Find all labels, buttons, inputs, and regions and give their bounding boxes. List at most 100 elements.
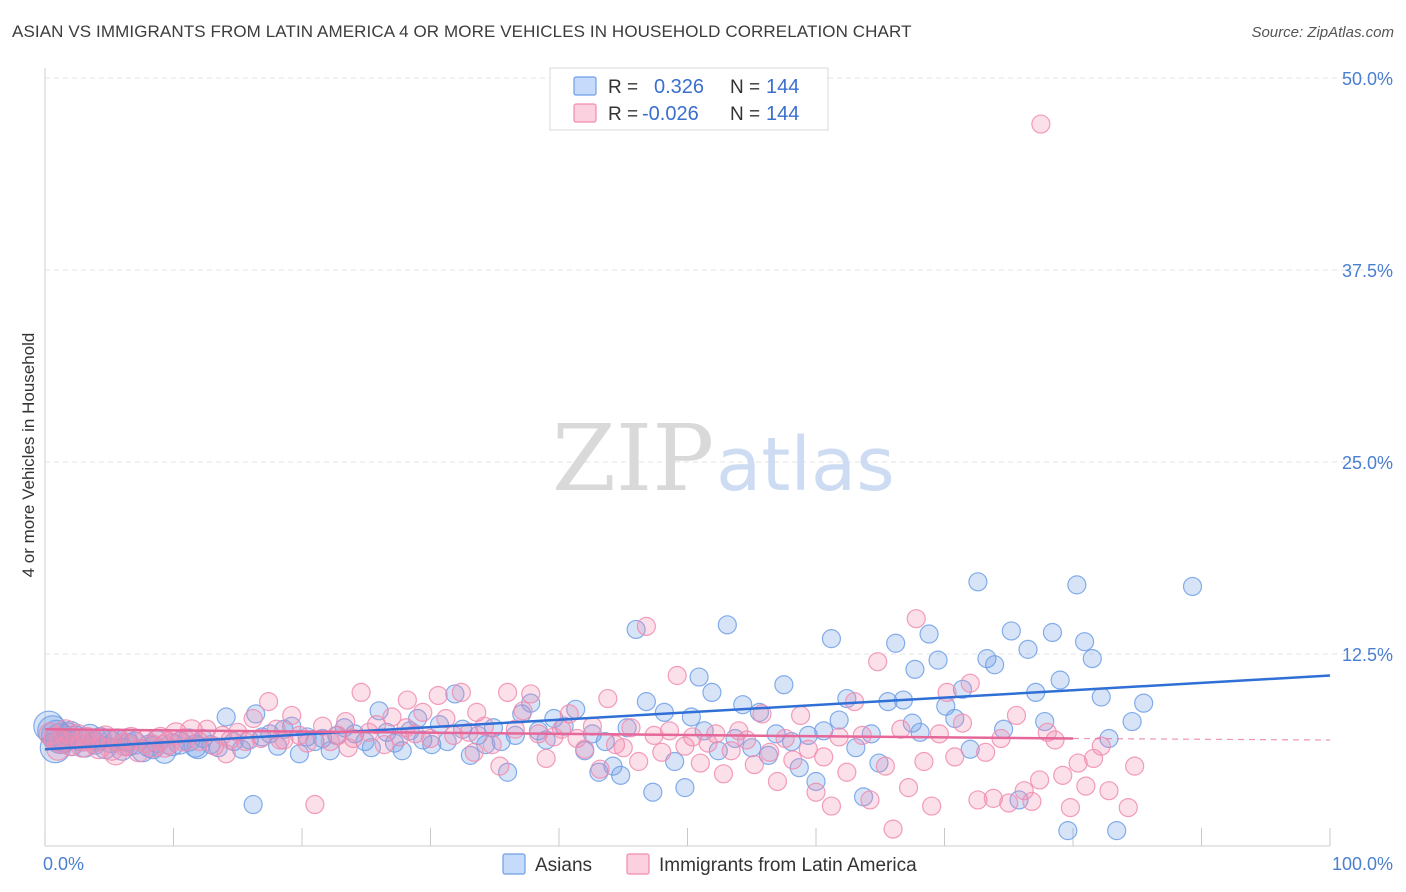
point-latin-138 [1076, 776, 1096, 796]
point-latin-90 [706, 724, 726, 744]
point-asians-105 [806, 771, 826, 792]
point-asians-119 [910, 722, 930, 742]
watermark: ZIP atlas [552, 405, 895, 512]
grid-lines [45, 77, 1392, 655]
point-asians-103 [789, 758, 809, 778]
point-asians-85 [643, 782, 663, 802]
point-latin-78 [613, 738, 633, 758]
point-latin-122 [952, 713, 973, 733]
point-latin-124 [968, 790, 988, 810]
y-tick-labels: 12.5% 25.0% 37.5% 50.0% [1342, 69, 1393, 665]
point-latin-101 [790, 705, 811, 726]
x-tick-label-min: 0.0% [43, 854, 84, 874]
stats-box: R = 0.326 N = 144 R = -0.026 N = 144 [549, 67, 829, 131]
point-latin-111 [868, 652, 888, 672]
point-latin-110 [860, 790, 880, 810]
x-tick-label-max: 100.0% [1332, 854, 1393, 874]
point-latin-84 [659, 721, 680, 741]
point-latin-33 [266, 719, 286, 739]
point-latin-48 [382, 707, 402, 727]
point-latin-75 [590, 759, 610, 779]
trend-line-asians [44, 674, 1331, 751]
point-asians-96 [733, 695, 753, 715]
point-latin-54 [428, 685, 448, 706]
point-asians-57 [422, 735, 442, 755]
point-latin-56 [444, 725, 464, 746]
x-tick-marks [44, 828, 1331, 846]
point-asians-30 [216, 707, 236, 727]
point-latin-99 [775, 728, 795, 749]
point-latin-83 [652, 742, 672, 762]
stats-n-value-latin: 144 [766, 103, 799, 125]
point-latin-153 [464, 742, 484, 762]
point-latin-97 [760, 742, 780, 762]
stats-swatch-latin [573, 103, 597, 123]
point-latin-121 [945, 747, 965, 767]
point-asians-110 [846, 738, 866, 758]
point-latin-137 [1068, 753, 1088, 773]
point-latin-126 [983, 788, 1003, 808]
point-asians-88 [675, 778, 695, 798]
point-latin-123 [960, 673, 980, 693]
y-axis-label: 4 or more Vehicles in Household [19, 333, 38, 578]
point-latin-47 [374, 735, 394, 755]
point-latin-37 [297, 733, 317, 753]
point-latin-129 [1006, 705, 1027, 726]
point-latin-50 [397, 690, 417, 710]
point-latin-92 [721, 741, 741, 761]
point-asians-81 [611, 765, 631, 785]
point-latin-114 [891, 719, 911, 739]
point-asians-84 [636, 692, 656, 712]
point-latin-144 [1031, 114, 1051, 134]
point-latin-125 [976, 742, 996, 762]
point-latin-98 [767, 771, 788, 792]
point-latin-73 [575, 739, 595, 759]
point-latin-119 [929, 724, 949, 744]
point-asians-153 [243, 794, 263, 815]
point-asians-145 [1134, 693, 1154, 713]
point-latin-149 [216, 744, 236, 764]
stats-n-label-asians: N = [730, 77, 760, 98]
point-latin-135 [1053, 765, 1073, 785]
point-latin-142 [1118, 797, 1138, 818]
trend-line-latin [44, 728, 1074, 740]
point-asians-144 [1122, 711, 1142, 732]
point-latin-60 [474, 716, 495, 736]
point-latin-88 [690, 753, 710, 773]
point-latin-32 [258, 692, 279, 712]
point-latin-136 [1060, 797, 1081, 818]
point-latin-52 [413, 702, 433, 722]
point-latin-80 [629, 751, 649, 772]
point-latin-30 [243, 708, 263, 729]
point-latin-61 [482, 735, 502, 755]
point-latin-102 [798, 739, 818, 759]
point-asians-94 [717, 615, 737, 635]
point-latin-115 [898, 778, 919, 798]
legend-label-asians: Asians [535, 855, 592, 876]
y-tick-label-0: 12.5% [1342, 645, 1393, 665]
point-asians-108 [829, 710, 849, 730]
point-asians-135 [1042, 622, 1063, 643]
point-latin-35 [282, 705, 302, 726]
point-asians-128 [985, 655, 1005, 675]
point-latin-79 [621, 718, 641, 738]
point-asians-139 [1074, 632, 1095, 652]
point-asians-127 [977, 649, 997, 669]
point-latin-29 [235, 731, 256, 752]
point-latin-105 [821, 796, 842, 816]
point-latin-151 [338, 738, 358, 758]
legend: Asians Immigrants from Latin America [502, 853, 917, 876]
point-asians-115 [886, 633, 906, 653]
point-latin-134 [1045, 730, 1065, 750]
stats-r-label-latin: R = [608, 104, 638, 125]
point-latin-42 [336, 711, 356, 732]
point-asians-90 [689, 667, 709, 687]
source-label: Source: ZipAtlas.com [1251, 24, 1394, 41]
point-latin-20 [164, 722, 188, 746]
point-latin-112 [875, 756, 895, 776]
point-latin-107 [837, 762, 857, 782]
point-latin-81 [636, 616, 656, 636]
stats-n-value-asians: 144 [766, 76, 799, 98]
point-asians-56 [413, 730, 433, 750]
x-tick-labels: 0.0% 100.0% [43, 854, 1393, 874]
